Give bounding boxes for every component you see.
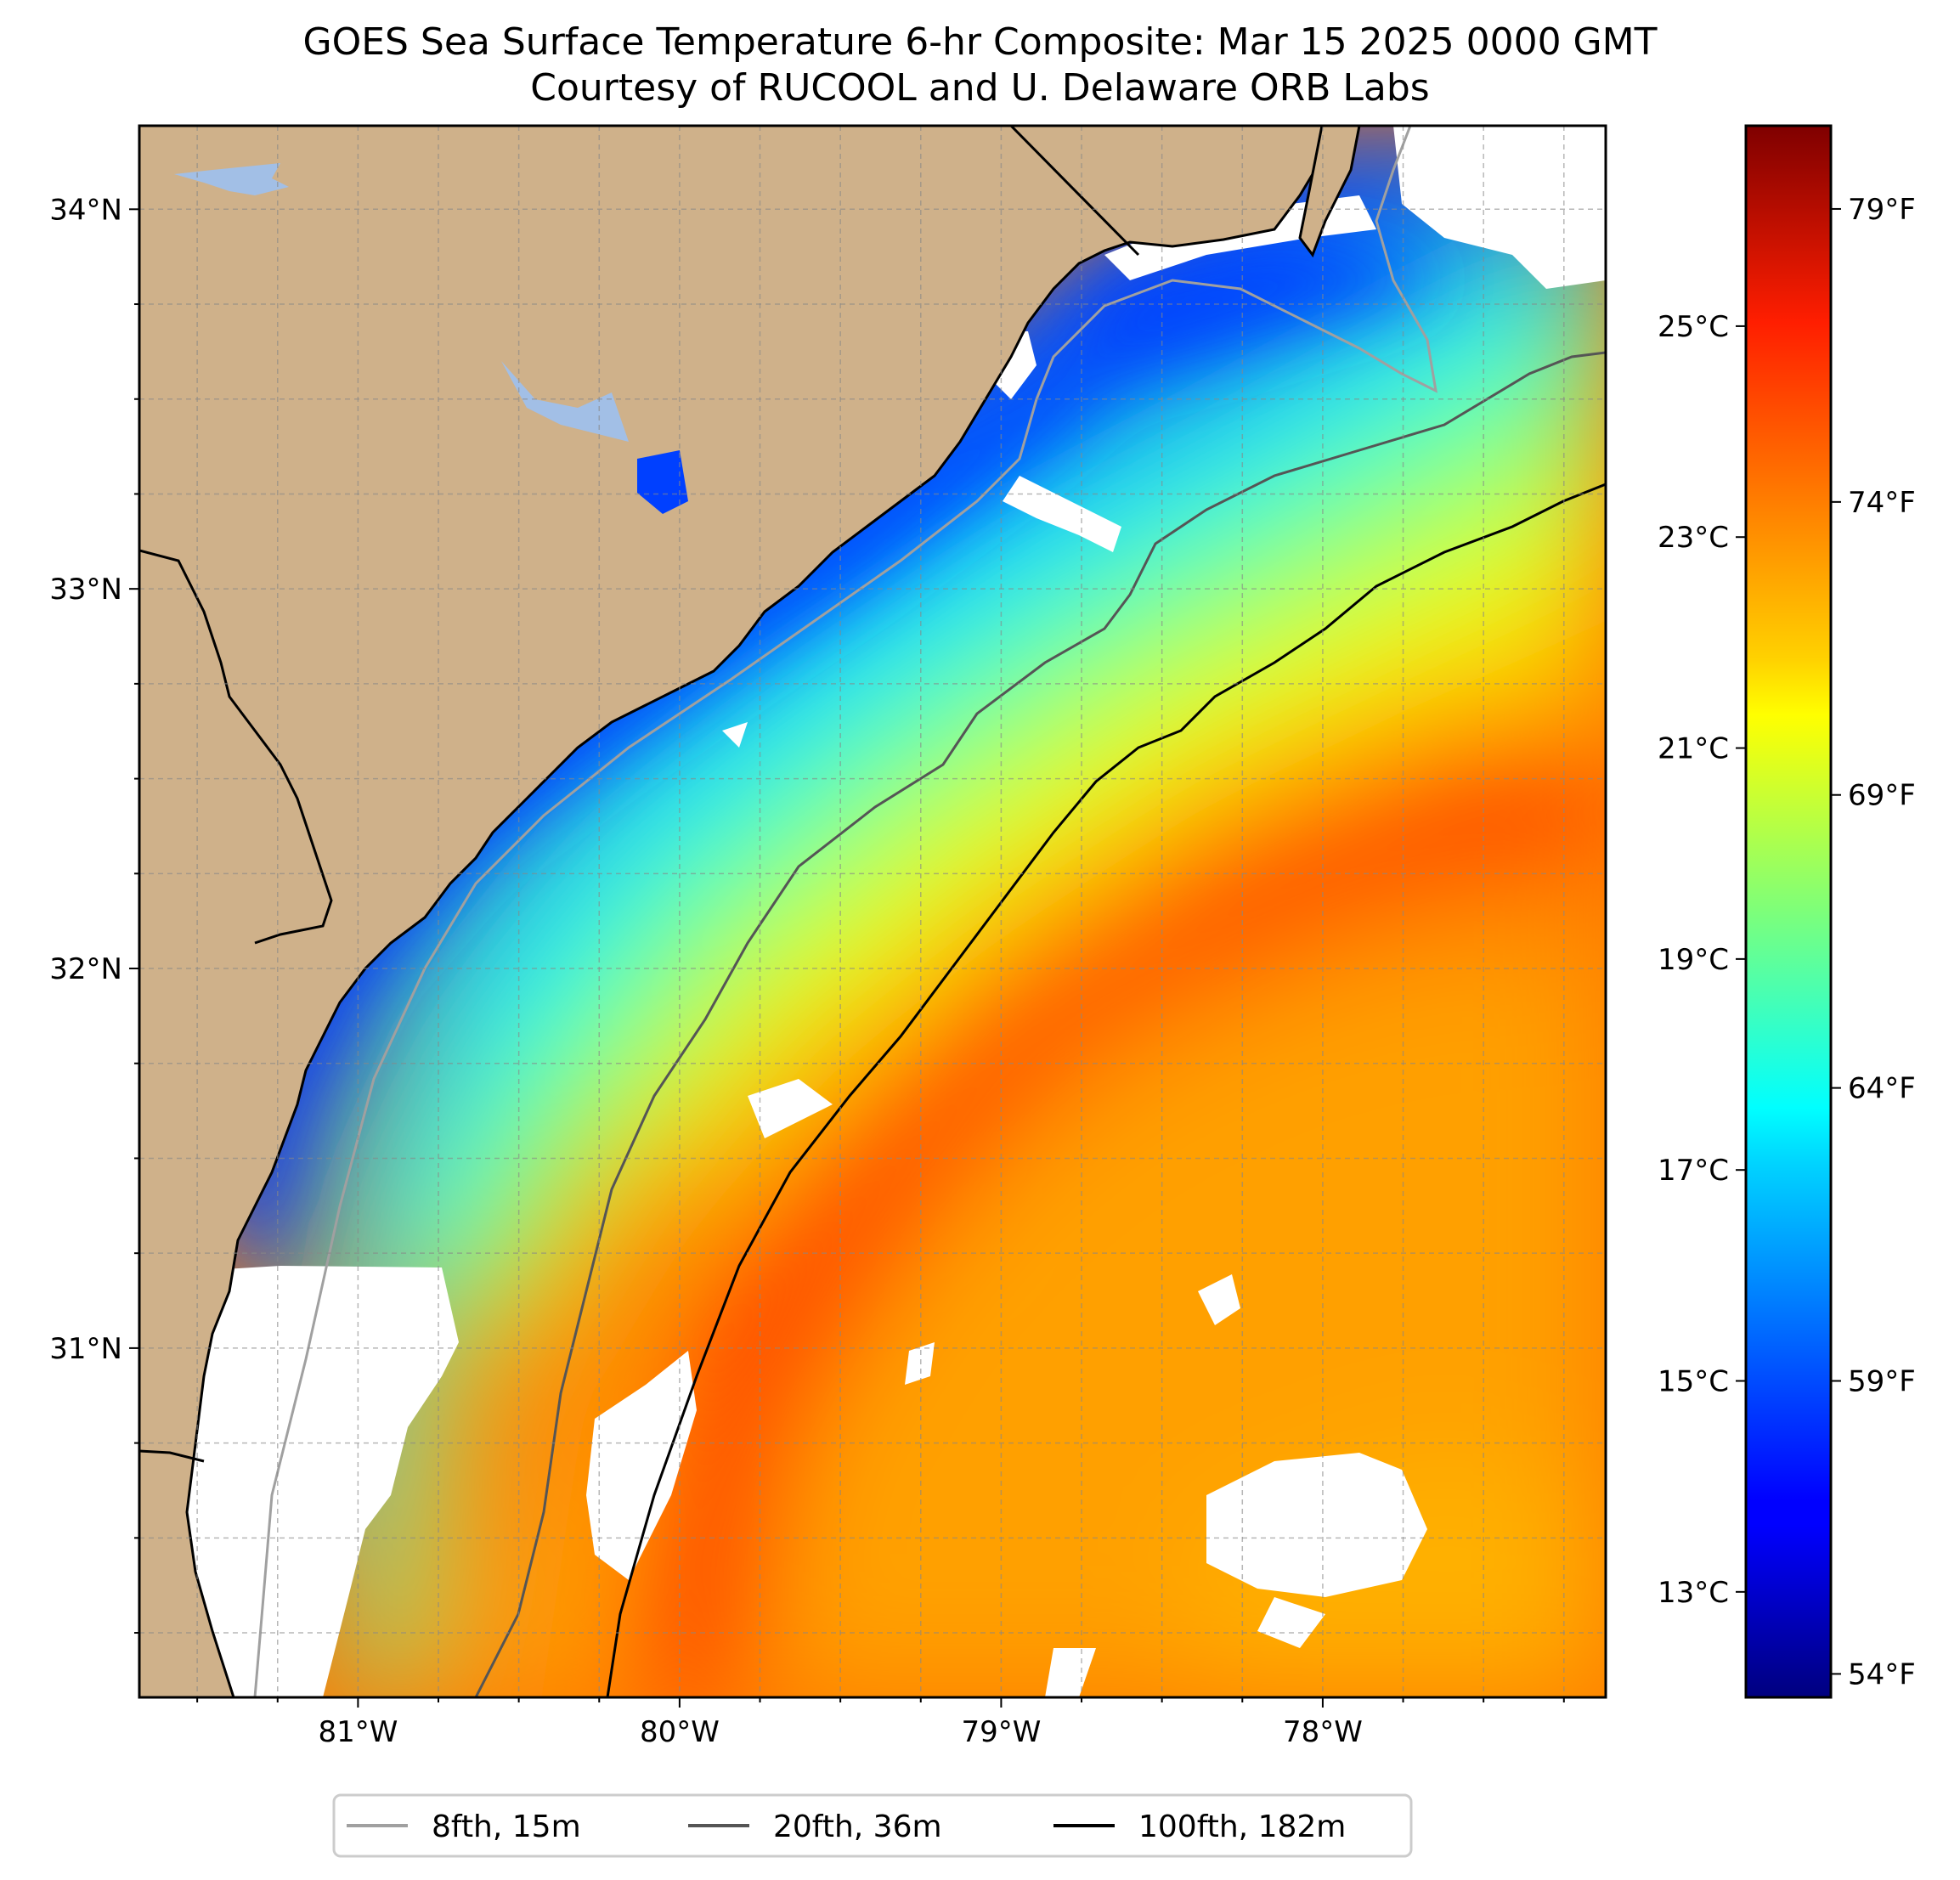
lon-tick-label: 79°W: [961, 1715, 1041, 1749]
state-border: [1009, 126, 1140, 257]
isobath-20fth: [474, 351, 1606, 1697]
inland-sst-patch: [637, 450, 688, 514]
lat-tick-label: 34°N: [49, 193, 122, 227]
colorbar: [1744, 124, 1833, 1699]
map-gridlines: [139, 126, 1606, 1697]
lon-tick-label: 80°W: [640, 1715, 720, 1749]
celsius-tick-label: 13°C: [1658, 1576, 1729, 1610]
map-frame: [138, 124, 1607, 1699]
legend-label: 8fth, 15m: [432, 1809, 581, 1844]
lon-tick-label: 81°W: [318, 1715, 398, 1749]
figure-title: GOES Sea Surface Temperature 6-hr Compos…: [302, 20, 1658, 64]
lat-tick-label: 32°N: [49, 952, 122, 986]
celsius-tick-label: 25°C: [1658, 310, 1729, 344]
map-area: [139, 126, 1606, 1697]
fahrenheit-tick-label: 54°F: [1848, 1657, 1916, 1691]
legend-label: 20fth, 36m: [773, 1809, 942, 1844]
colorbar-ticks: 13°C 15°C 17°C 19°C 21°C 23°C 25°C 54°F 59°F 64°F…: [1658, 193, 1916, 1691]
legend-box: [332, 1793, 1413, 1858]
isobath-legend: 8fth, 15m 20fth, 36m 100fth, 182m: [332, 1793, 1413, 1858]
isobath-100fth: [606, 483, 1606, 1697]
celsius-tick-label: 19°C: [1658, 943, 1729, 977]
celsius-tick-label: 23°C: [1658, 521, 1729, 555]
state-border: [139, 1449, 205, 1463]
lat-tick-label: 33°N: [49, 573, 122, 607]
barrier-island: [1298, 126, 1361, 258]
no-data-regions: [139, 126, 1606, 1697]
lat-tick-label: 31°N: [49, 1332, 122, 1366]
state-border: [139, 549, 333, 945]
fahrenheit-tick-label: 64°F: [1848, 1072, 1916, 1106]
fahrenheit-tick-label: 79°F: [1848, 193, 1916, 227]
isobath-8fth: [253, 126, 1438, 1697]
map-axis-ticks: 81°W 80°W 79°W 78°W 31°N 32°N 33°N 34°N: [49, 193, 1565, 1749]
celsius-tick-label: 21°C: [1658, 732, 1729, 766]
inland-lake: [174, 163, 289, 195]
celsius-tick-label: 15°C: [1658, 1365, 1729, 1399]
fahrenheit-tick-label: 59°F: [1848, 1365, 1916, 1399]
lon-tick-label: 78°W: [1283, 1715, 1363, 1749]
figure-subtitle: Courtesy of RUCOOL and U. Delaware ORB L…: [530, 66, 1430, 110]
celsius-tick-label: 17°C: [1658, 1154, 1729, 1188]
fahrenheit-tick-label: 74°F: [1848, 486, 1916, 520]
legend-label: 100fth, 182m: [1138, 1809, 1346, 1844]
inland-lake: [501, 361, 629, 442]
fahrenheit-tick-label: 69°F: [1848, 779, 1916, 813]
land-mass: [139, 126, 1327, 1697]
